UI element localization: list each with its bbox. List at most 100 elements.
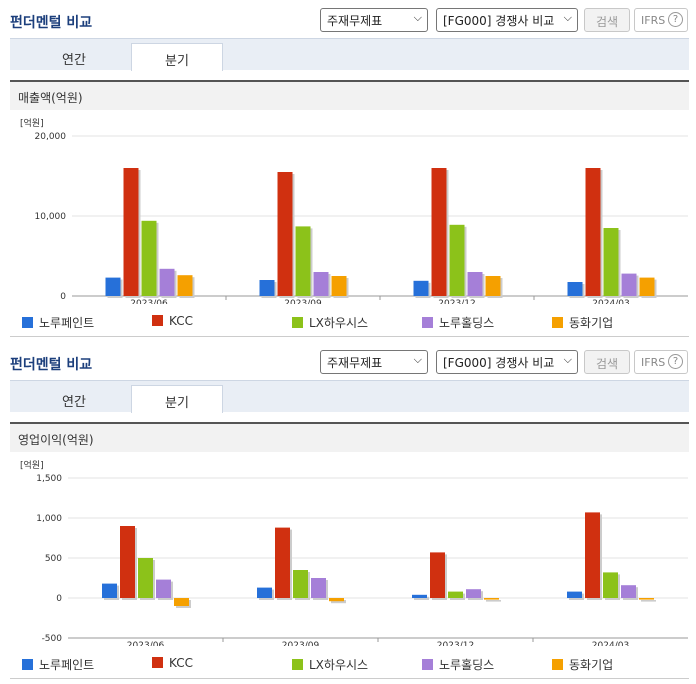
legend-item[interactable]: 노루홀딩스	[422, 656, 494, 673]
unit-label: [억원]	[20, 459, 44, 471]
legend-swatch	[22, 317, 33, 328]
bar-1	[102, 583, 117, 598]
bar-1	[567, 591, 582, 598]
legend-item[interactable]: LX하우시스	[292, 656, 368, 673]
legend-item[interactable]: 노루페인트	[22, 656, 94, 673]
compare-select-value: [FG000] 경쟁사 비교	[443, 14, 555, 28]
legend-item[interactable]: LX하우시스	[292, 314, 368, 331]
search-button[interactable]: 검색	[584, 350, 630, 374]
bar-1	[413, 280, 429, 296]
bar-3	[138, 558, 153, 598]
legend-item[interactable]: 노루페인트	[22, 314, 94, 331]
y-tick-label: 1,000	[36, 514, 62, 524]
bar-5	[485, 276, 501, 296]
legend-label: 노루홀딩스	[439, 316, 495, 330]
bar-shadow	[486, 600, 501, 602]
legend-swatch	[552, 317, 563, 328]
bar-5	[639, 598, 654, 600]
fundamental-panel-operating-profit: 펀더멘털 비교 주재무제표 ⌵ [FG000] 경쟁사 비교 ⌵ 검색 IFRS…	[0, 342, 696, 684]
ifrs-help[interactable]: IFRS ?	[634, 8, 688, 32]
statement-select[interactable]: 주재무제표 ⌵	[320, 8, 428, 32]
unit-label: [억원]	[20, 117, 44, 129]
bar-5	[484, 598, 499, 600]
legend-swatch	[292, 317, 303, 328]
bar-2	[120, 526, 135, 598]
section-title: 영업이익(억원)	[10, 422, 689, 452]
statement-select-value: 주재무제표	[327, 356, 383, 370]
bar-shadow	[414, 596, 429, 600]
ifrs-help[interactable]: IFRS ?	[634, 350, 688, 374]
period-tabs: 연간 분기	[10, 38, 689, 71]
bar-4	[159, 268, 175, 296]
bar-4	[313, 272, 329, 296]
bar-5	[639, 277, 655, 296]
tab-annual[interactable]: 연간	[62, 395, 86, 410]
bar-5	[331, 276, 347, 296]
bar-3	[295, 226, 311, 296]
compare-select[interactable]: [FG000] 경쟁사 비교 ⌵	[436, 350, 578, 374]
bar-1	[412, 594, 427, 598]
bar-2	[123, 168, 139, 296]
tab-quarterly[interactable]: 분기	[131, 43, 223, 71]
legend-label: 노루페인트	[39, 316, 95, 330]
legend-item[interactable]: 동화기업	[552, 314, 613, 331]
fundamental-panel-revenue: 펀더멘털 비교 주재무제표 ⌵ [FG000] 경쟁사 비교 ⌵ 검색 IFRS…	[0, 0, 696, 337]
y-tick-label: 0	[56, 594, 62, 604]
legend-item[interactable]: 동화기업	[552, 656, 613, 673]
bar-1	[567, 282, 583, 296]
bar-2	[431, 168, 447, 296]
panel-header: 펀더멘털 비교 주재무제표 ⌵ [FG000] 경쟁사 비교 ⌵ 검색 IFRS…	[0, 342, 696, 378]
statement-select[interactable]: 주재무제표 ⌵	[320, 350, 428, 374]
y-tick-label: -500	[42, 634, 63, 644]
chevron-down-icon: ⌵	[413, 11, 422, 24]
bar-shadow	[641, 600, 656, 602]
bar-5	[329, 598, 344, 602]
help-icon[interactable]: ?	[668, 354, 683, 369]
legend-swatch	[152, 315, 163, 326]
chevron-down-icon: ⌵	[563, 11, 572, 24]
help-icon[interactable]: ?	[668, 12, 683, 27]
bar-2	[585, 512, 600, 598]
bar-3	[603, 228, 619, 296]
y-tick-label: 20,000	[35, 132, 67, 142]
x-tick-label: 2023/06	[130, 299, 168, 304]
search-button[interactable]: 검색	[584, 8, 630, 32]
chevron-down-icon: ⌵	[563, 353, 572, 366]
legend-label: KCC	[169, 656, 193, 670]
legend-item[interactable]: 노루홀딩스	[422, 314, 494, 331]
legend-label: 노루페인트	[39, 658, 95, 672]
legend-swatch	[422, 317, 433, 328]
x-tick-label: 2024/03	[592, 299, 629, 304]
bar-1	[259, 280, 275, 296]
divider	[10, 678, 689, 679]
revenue-chart: [억원] 0 10,000 20,000 2023/06 2023/09 2023/12 20…	[20, 117, 688, 304]
x-tick-label: 2023/09	[282, 641, 320, 646]
bar-shadow	[331, 600, 346, 604]
bar-4	[467, 272, 483, 296]
period-tabs: 연간 분기	[10, 380, 689, 413]
legend-label: 동화기업	[569, 658, 614, 672]
bar-2	[430, 552, 445, 598]
bar-2	[275, 527, 290, 598]
y-tick-label: 1,500	[36, 474, 62, 484]
operating-profit-chart: [억원] -500 0 500 1,000 1,500 2023/06 2023/09 2023…	[20, 459, 688, 646]
chart-legend: 노루페인트 KCC LX하우시스 노루홀딩스 동화기업	[22, 312, 682, 332]
legend-item[interactable]: KCC	[152, 656, 193, 670]
bar-1	[105, 277, 121, 296]
legend-label: 동화기업	[569, 316, 614, 330]
statement-select-value: 주재무제표	[327, 14, 383, 28]
legend-item[interactable]: KCC	[152, 314, 193, 328]
divider	[10, 336, 689, 337]
x-tick-label: 2023/06	[127, 641, 165, 646]
tab-annual[interactable]: 연간	[62, 53, 86, 68]
panel-title: 펀더멘털 비교	[10, 357, 93, 373]
compare-select[interactable]: [FG000] 경쟁사 비교 ⌵	[436, 8, 578, 32]
bar-3	[448, 591, 463, 598]
panel-header: 펀더멘털 비교 주재무제표 ⌵ [FG000] 경쟁사 비교 ⌵ 검색 IFRS…	[0, 0, 696, 36]
bar-4	[156, 579, 171, 598]
x-tick-label: 2023/12	[438, 299, 475, 304]
legend-label: LX하우시스	[309, 658, 369, 672]
tab-quarterly[interactable]: 분기	[131, 385, 223, 413]
y-tick-label: 500	[45, 554, 62, 564]
compare-select-value: [FG000] 경쟁사 비교	[443, 356, 555, 370]
